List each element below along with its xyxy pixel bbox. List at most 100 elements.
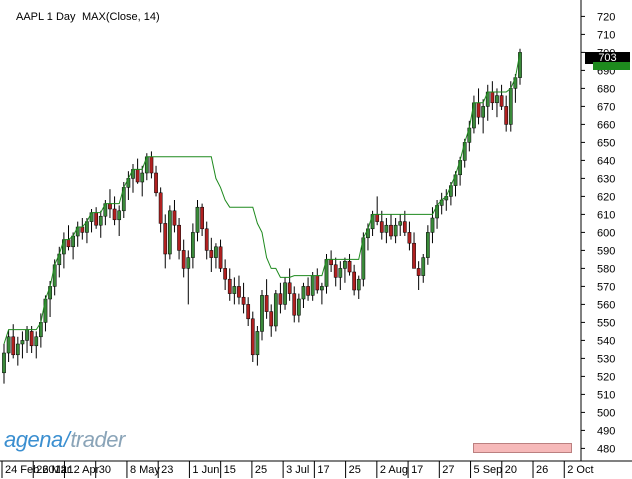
candle-body	[214, 246, 218, 258]
candle-body	[393, 224, 398, 237]
candle-body	[117, 210, 122, 221]
y-tick-label: 600	[597, 227, 615, 239]
x-tick-label: 15	[224, 464, 236, 476]
candle-body	[379, 221, 384, 233]
logo-separator: /	[63, 427, 70, 452]
y-tick-label: 510	[597, 389, 615, 401]
candle-body	[338, 268, 343, 278]
candle-body	[504, 106, 509, 125]
y-tick-label: 640	[597, 155, 615, 167]
candle-body	[343, 260, 347, 269]
candle-body	[287, 282, 292, 294]
candle-body	[495, 95, 499, 104]
candle-body	[260, 295, 264, 332]
candle-body	[237, 286, 241, 298]
scroll-indicator-box[interactable]	[473, 443, 572, 453]
candle-body	[191, 232, 195, 258]
candle-body	[490, 91, 495, 104]
logo-part1: agena	[4, 427, 63, 452]
x-tick-label: 1 Jun	[192, 464, 219, 476]
candle-body	[356, 278, 361, 291]
chart-instrument-label: AAPL 1 Day	[16, 11, 76, 23]
y-tick-label: 540	[597, 335, 615, 347]
y-tick-label: 550	[597, 317, 615, 329]
x-tick-label: 17	[317, 464, 329, 476]
candle-body	[34, 336, 39, 347]
candle-body	[416, 268, 421, 276]
candle-body	[154, 172, 158, 194]
candle-body	[430, 217, 435, 233]
candle-body	[384, 224, 389, 233]
candle-body	[29, 331, 34, 347]
candle-body	[315, 275, 320, 291]
y-tick-label: 650	[597, 137, 615, 149]
candle-body	[508, 88, 513, 125]
candle-body	[320, 286, 324, 291]
candle-body	[20, 340, 25, 345]
candle-body	[149, 156, 154, 174]
x-tick-label: 17	[411, 464, 423, 476]
candle-body	[273, 293, 278, 327]
candle-body	[66, 239, 71, 248]
candle-body	[421, 257, 426, 276]
candle-body	[209, 250, 214, 258]
candle-body	[292, 293, 297, 316]
x-tick-label: 3 Jul	[286, 464, 309, 476]
max-close-14-line	[3, 52, 521, 345]
y-tick-label: 590	[597, 245, 615, 257]
candle-body	[11, 336, 16, 356]
candle-body	[140, 172, 145, 183]
y-tick-label: 560	[597, 299, 615, 311]
candle-body	[278, 293, 283, 305]
candle-body	[158, 192, 163, 224]
candle-body	[476, 102, 481, 118]
last-price-tag: 703	[585, 52, 630, 64]
candle-body	[264, 295, 269, 312]
y-tick-label: 480	[597, 443, 615, 455]
candle-body	[241, 296, 246, 305]
candle-body	[2, 352, 6, 374]
x-tick-label: 23	[161, 464, 173, 476]
y-tick-label: 620	[597, 191, 615, 203]
candle-body	[389, 224, 393, 237]
y-tick-label: 660	[597, 119, 615, 131]
x-tick-label: 2 Aug	[380, 464, 408, 476]
candle-body	[232, 286, 237, 294]
candle-body	[310, 275, 315, 296]
candle-body	[352, 271, 357, 291]
candle-body	[98, 215, 103, 226]
y-tick-label: 520	[597, 371, 615, 383]
candle-body	[112, 208, 117, 221]
candle-body	[223, 268, 228, 280]
y-tick-label: 720	[597, 11, 615, 23]
y-tick-label: 630	[597, 173, 615, 185]
x-tick-label: 8 May	[130, 464, 160, 476]
candle-body	[186, 257, 191, 269]
candle-body	[163, 223, 168, 255]
candle-body	[412, 242, 416, 269]
candle-body	[407, 232, 412, 244]
candle-body	[269, 311, 274, 327]
candle-body	[94, 212, 99, 226]
candle-body	[255, 331, 260, 356]
candle-body	[167, 210, 172, 255]
agenatrader-logo: agena/trader	[4, 427, 125, 453]
candle-body	[481, 106, 486, 118]
y-tick-label: 670	[597, 101, 615, 113]
x-tick-label: 25	[255, 464, 267, 476]
candle-body	[6, 336, 11, 354]
candle-body	[25, 329, 29, 341]
x-tick-label: 24 Feb 2012	[5, 464, 67, 476]
candle-body	[200, 206, 204, 230]
candle-body	[246, 304, 251, 320]
y-tick-label: 500	[597, 407, 615, 419]
candle-body	[347, 260, 352, 273]
candle-body	[375, 214, 380, 222]
candle-body	[425, 232, 430, 258]
candle-body	[108, 203, 112, 210]
y-tick-label: 490	[597, 425, 615, 437]
candle-body	[306, 286, 310, 296]
candle-body	[172, 210, 177, 226]
y-tick-label: 570	[597, 281, 615, 293]
